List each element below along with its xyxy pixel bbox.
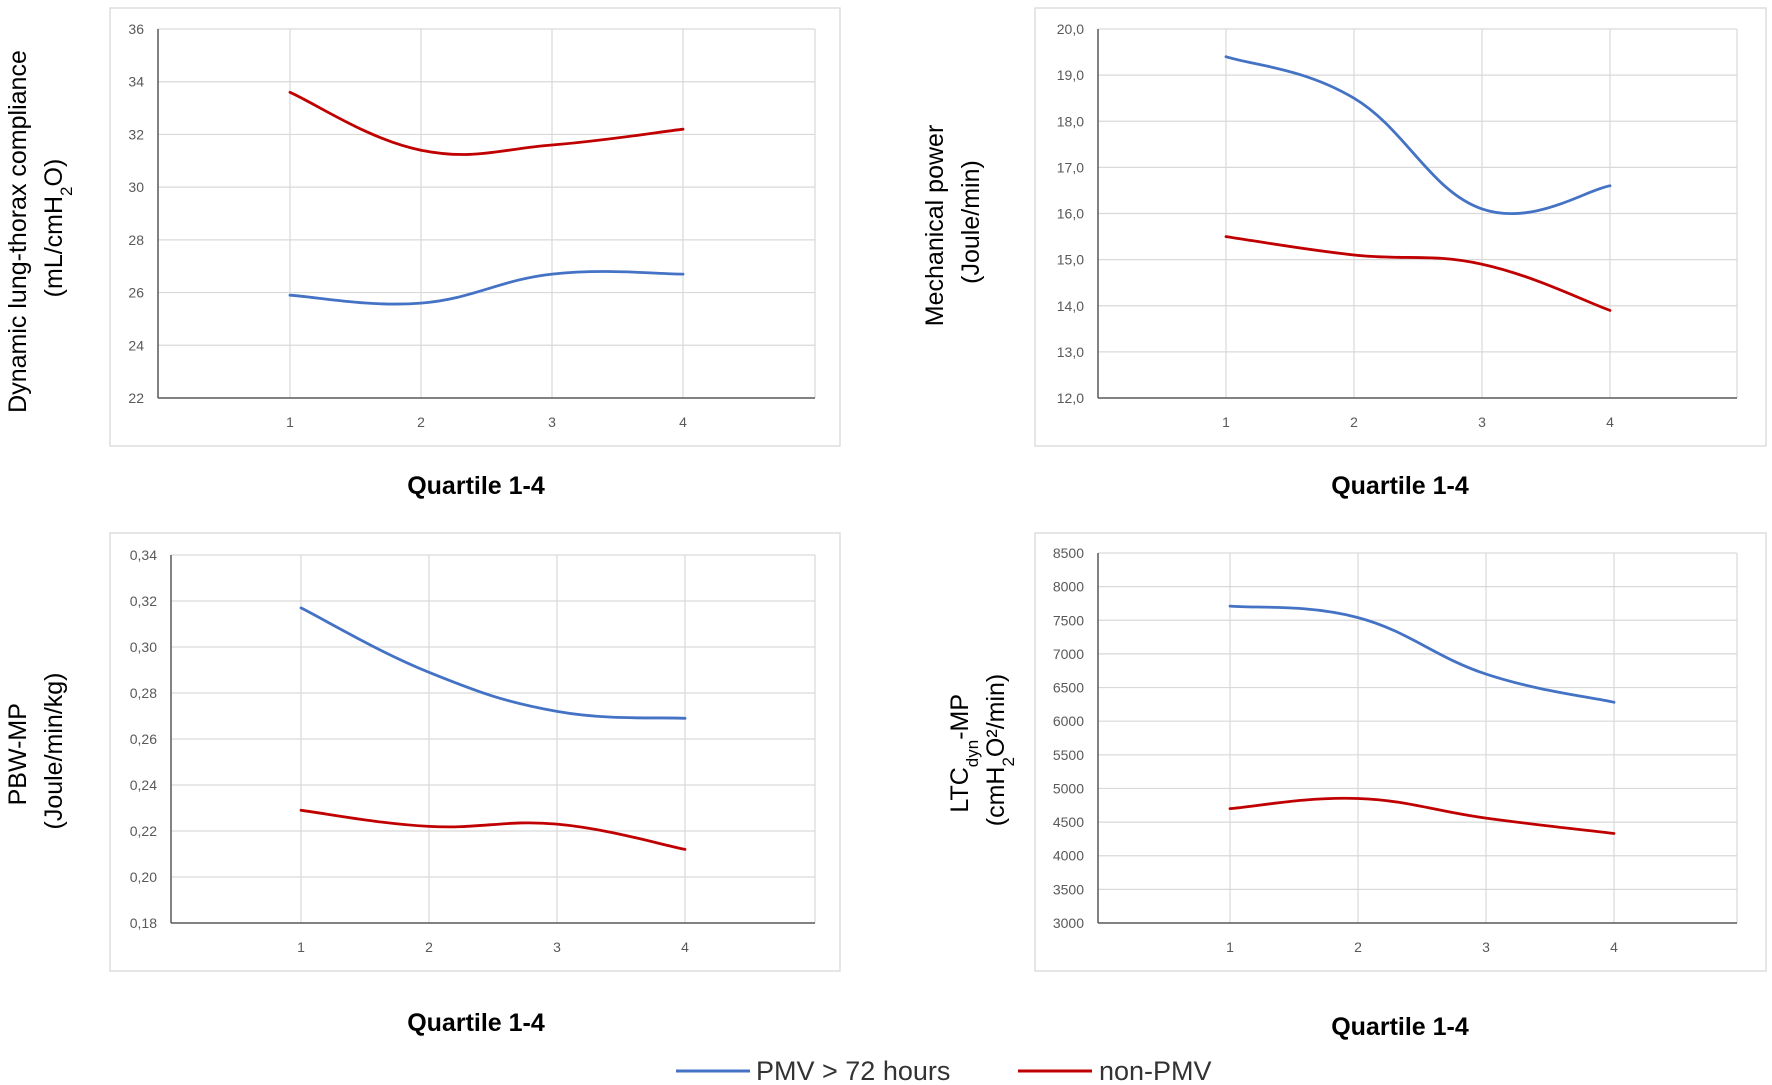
chart-frame xyxy=(109,7,841,447)
x-axis-title: Quartile 1-4 xyxy=(1331,1013,1469,1041)
y-axis-title-line2: (Joule/min) xyxy=(957,160,985,284)
y-tick-label: 28 xyxy=(128,232,144,248)
y-tick-label: 4000 xyxy=(1053,848,1084,864)
y-axis-title-line2: (cmH2O²/min) xyxy=(982,674,1018,827)
y-tick-label: 24 xyxy=(128,337,144,353)
y-tick-label: 0,30 xyxy=(130,639,157,655)
x-tick-label: 3 xyxy=(553,939,561,955)
y-axis-title: Mechanical power (Joule/min) xyxy=(921,118,985,326)
y-tick-label: 0,26 xyxy=(130,731,157,747)
x-tick-label: 2 xyxy=(1354,939,1362,955)
y-axis-title: LTCdyn-MP (cmH2O²/min) xyxy=(946,674,1018,827)
y-tick-label: 8500 xyxy=(1053,545,1084,561)
x-tick-label: 4 xyxy=(679,414,687,430)
y-tick-label: 15,0 xyxy=(1057,252,1084,268)
x-tick-label: 1 xyxy=(286,414,294,430)
legend: PMV > 72 hours non-PMV xyxy=(676,1056,1212,1085)
y-tick-label: 5500 xyxy=(1053,747,1084,763)
y-tick-label: 20,0 xyxy=(1057,21,1084,37)
y-tick-label: 19,0 xyxy=(1057,67,1084,83)
y-tick-label: 22 xyxy=(128,390,144,406)
y-axis-title: Dynamic lung-thorax compliance (mL/cmH2O… xyxy=(4,43,76,413)
pmv-line xyxy=(1228,604,1616,704)
x-tick-label: 1 xyxy=(1222,414,1230,430)
chart-mechanical-power: 12,0 13,0 14,0 15,0 16,0 17,0 18,0 19,0 20,0 1 2 3… xyxy=(921,7,1767,500)
y-tick-label: 4500 xyxy=(1053,814,1084,830)
chart-frame xyxy=(1034,532,1767,972)
y-axis-title-line1: Dynamic lung-thorax compliance xyxy=(4,50,32,413)
pmv-line xyxy=(288,270,685,306)
y-tick-label: 0,20 xyxy=(130,869,157,885)
y-tick-label: 30 xyxy=(128,179,144,195)
x-tick-label: 3 xyxy=(1482,939,1490,955)
y-tick-label: 36 xyxy=(128,21,144,37)
y-tick-label: 0,18 xyxy=(130,915,157,931)
x-tick-label: 4 xyxy=(681,939,689,955)
legend-label-pmv: PMV > 72 hours xyxy=(756,1056,950,1085)
y-tick-label: 14,0 xyxy=(1057,298,1084,314)
y-tick-label: 26 xyxy=(128,285,144,301)
non-pmv-line xyxy=(1228,796,1616,835)
x-axis-title: Quartile 1-4 xyxy=(407,472,545,500)
y-axis-title: PBW-MP (Joule/min/kg) xyxy=(4,673,68,830)
y-tick-label: 0,34 xyxy=(130,547,157,563)
x-tick-label: 2 xyxy=(425,939,433,955)
y-tick-label: 5000 xyxy=(1053,780,1084,796)
x-tick-label: 4 xyxy=(1610,939,1618,955)
pmv-line xyxy=(299,606,687,720)
y-tick-label: 13,0 xyxy=(1057,344,1084,360)
y-tick-label: 3500 xyxy=(1053,881,1084,897)
y-tick-label: 3000 xyxy=(1053,915,1084,931)
chart-frame xyxy=(1034,7,1767,447)
chart-frame xyxy=(109,532,841,972)
y-tick-label: 17,0 xyxy=(1057,159,1084,175)
y-tick-label: 32 xyxy=(128,126,144,142)
non-pmv-line xyxy=(288,90,685,156)
chart-ltc-dyn-mp: 3000 3500 4000 4500 5000 5500 6000 6500 7000 7500… xyxy=(946,532,1767,1041)
y-tick-label: 7500 xyxy=(1053,612,1084,628)
y-tick-label: 8000 xyxy=(1053,579,1084,595)
y-tick-label: 0,32 xyxy=(130,593,157,609)
x-tick-label: 1 xyxy=(297,939,305,955)
x-tick-label: 1 xyxy=(1226,939,1234,955)
legend-label-non-pmv: non-PMV xyxy=(1099,1056,1212,1085)
y-tick-label: 12,0 xyxy=(1057,390,1084,406)
pmv-line xyxy=(1224,55,1612,215)
y-tick-label: 7000 xyxy=(1053,646,1084,662)
x-axis-title: Quartile 1-4 xyxy=(407,1009,545,1037)
y-tick-label: 6000 xyxy=(1053,713,1084,729)
non-pmv-line xyxy=(299,808,687,851)
y-axis-title-line1: LTCdyn-MP xyxy=(946,694,982,812)
y-axis-title-line2: (mL/cmH2O) xyxy=(40,159,76,298)
y-tick-label: 18,0 xyxy=(1057,113,1084,129)
y-tick-label: 6500 xyxy=(1053,680,1084,696)
y-tick-label: 0,24 xyxy=(130,777,157,793)
x-tick-label: 3 xyxy=(1478,414,1486,430)
y-axis-title-line1: PBW-MP xyxy=(4,704,32,806)
chart-pbw-mp: 0,18 0,20 0,22 0,24 0,26 0,28 0,30 0,32 0,34 1 2 3… xyxy=(4,532,841,1037)
x-tick-label: 2 xyxy=(1350,414,1358,430)
x-axis-title: Quartile 1-4 xyxy=(1331,472,1469,500)
y-tick-label: 16,0 xyxy=(1057,206,1084,222)
x-tick-label: 3 xyxy=(548,414,556,430)
y-axis-title-line1: Mechanical power xyxy=(921,125,949,327)
y-tick-label: 34 xyxy=(128,74,144,90)
non-pmv-line xyxy=(1224,235,1612,312)
y-axis-title-line2: (Joule/min/kg) xyxy=(40,673,68,830)
y-tick-label: 0,22 xyxy=(130,823,157,839)
x-tick-label: 2 xyxy=(417,414,425,430)
y-tick-label: 0,28 xyxy=(130,685,157,701)
x-tick-label: 4 xyxy=(1606,414,1614,430)
